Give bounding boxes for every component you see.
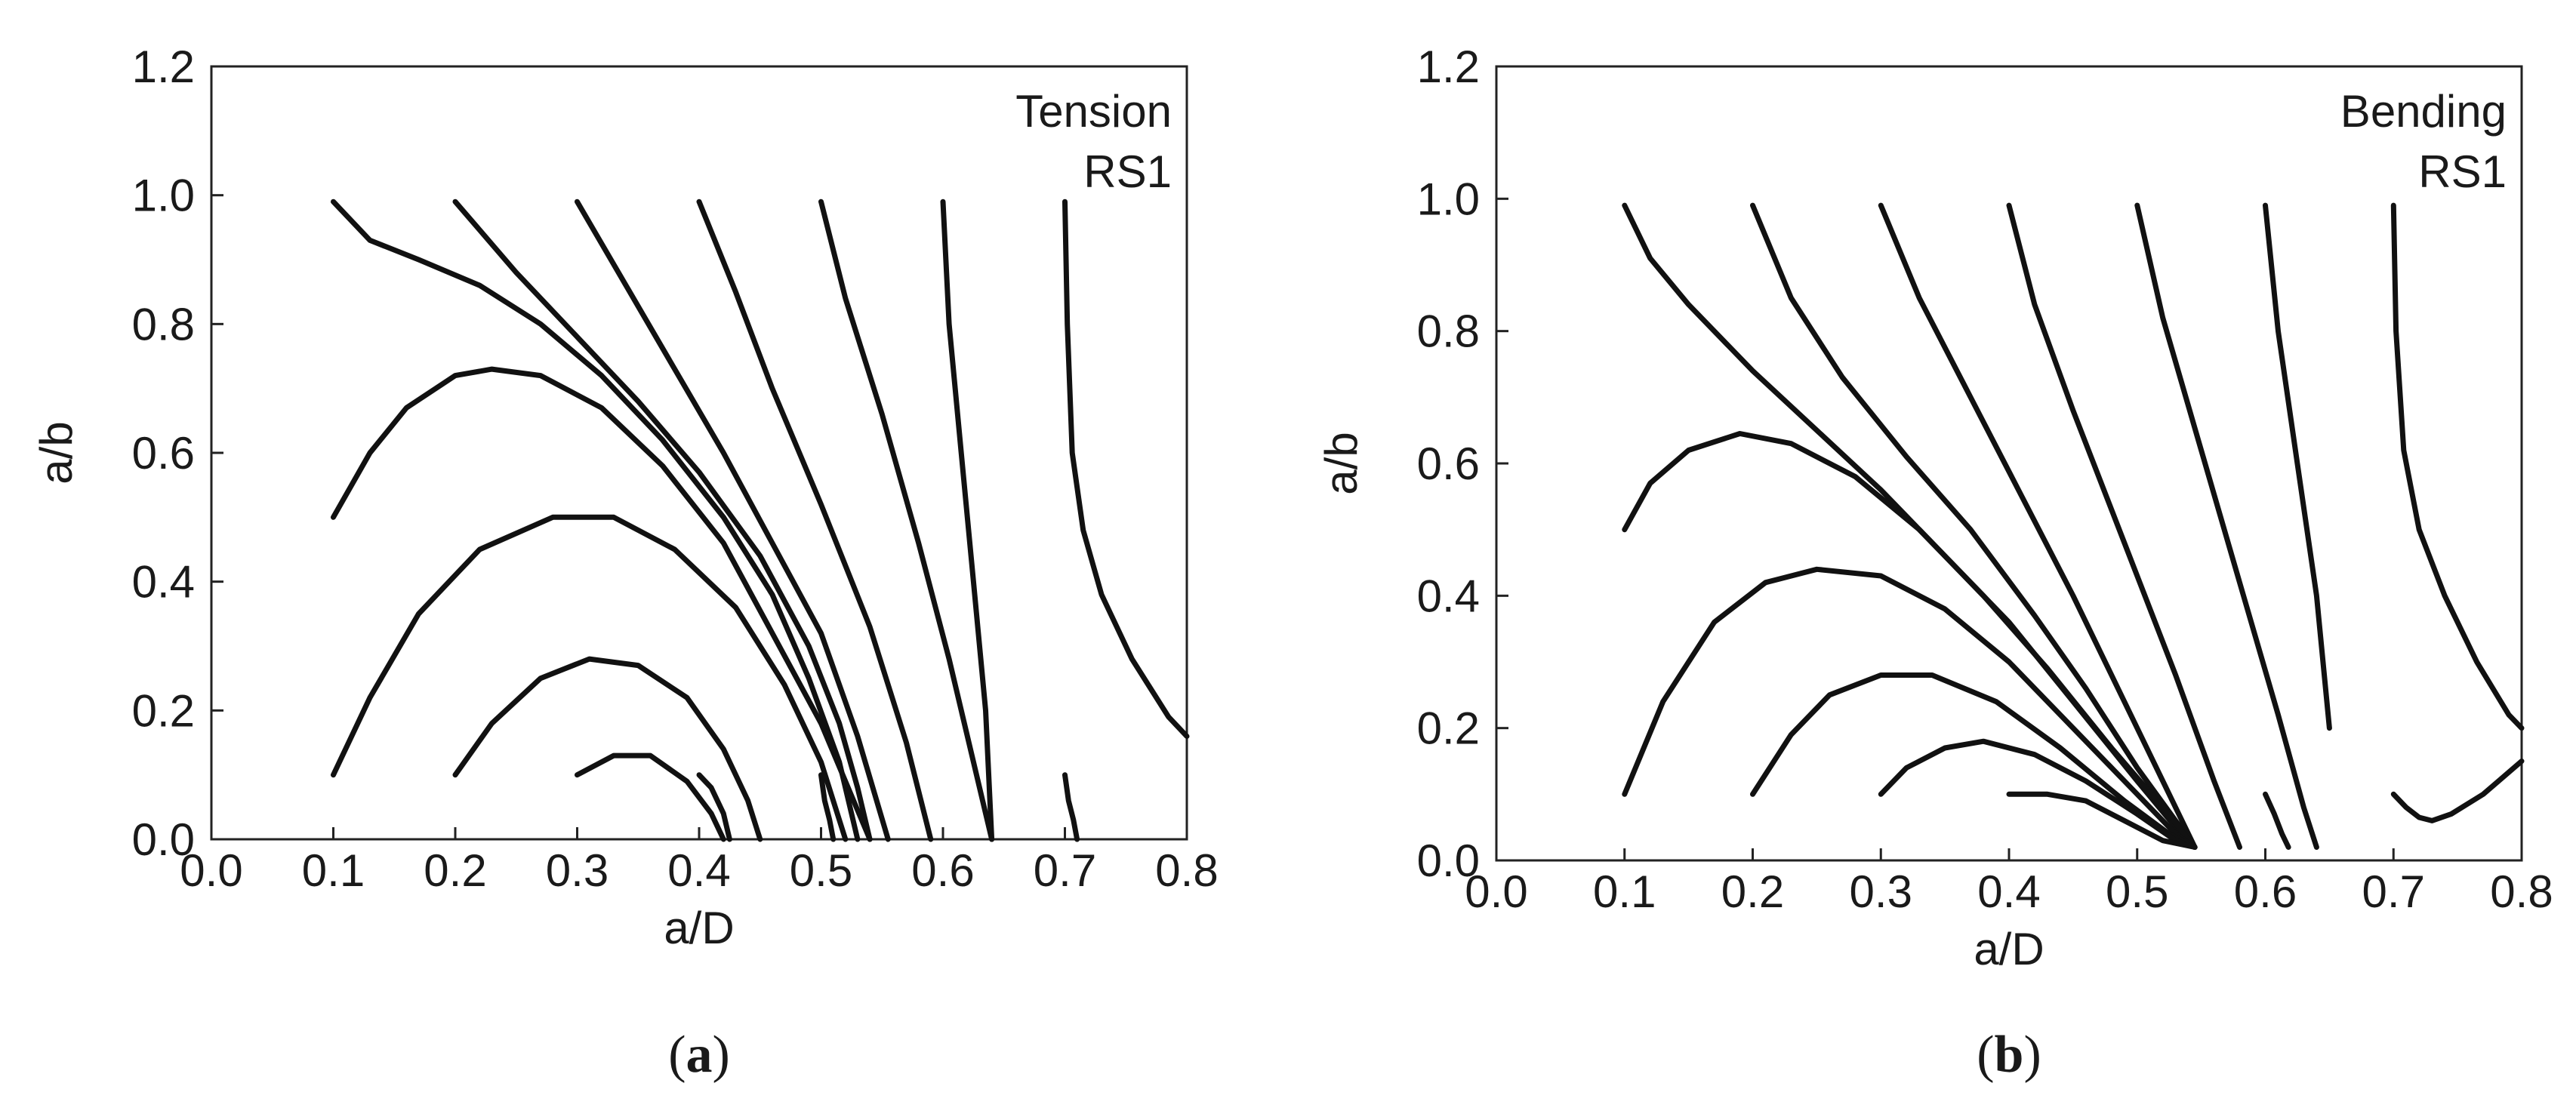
y-tick-label: 0.2 — [1417, 703, 1480, 754]
contour-curve-1 — [331, 198, 861, 842]
contour-curve-13 — [2263, 791, 2291, 850]
x-tick-label: 0.1 — [1593, 866, 1656, 917]
load-case-annotation: Tension — [1015, 86, 1172, 137]
x-tick-label: 0.7 — [2362, 866, 2425, 917]
y-tick-label: 0.0 — [132, 814, 195, 865]
y-tick-label: 0.4 — [1417, 571, 1480, 621]
x-tick-label: 0.2 — [1721, 866, 1784, 917]
contour-curve-3 — [575, 198, 891, 842]
panel-label: (b) — [1977, 1026, 2041, 1084]
contour-curve-12 — [696, 772, 732, 842]
y-axis-title: a/b — [1316, 432, 1367, 494]
contour-curve-13 — [818, 772, 837, 842]
contour-curve-2 — [1750, 202, 2198, 850]
contour-curve-8 — [331, 366, 873, 842]
x-axis-title: a/D — [1974, 924, 2044, 974]
panel-a-tension-chart: 0.0 0.1 0.2 0.3 0.4 0.5 0.6 0.7 0.8 0.0 0.2 0.4 0.6 0… — [31, 42, 1219, 1084]
load-case-annotation: RS1 — [2418, 146, 2507, 197]
load-case-annotation: Bending — [2340, 86, 2507, 137]
contour-curve-1 — [1622, 202, 2198, 850]
x-tick-label: 0.8 — [2490, 866, 2553, 917]
contour-curve-5 — [818, 198, 995, 842]
x-tick-label: 0.6 — [911, 845, 974, 896]
x-tick-label: 0.2 — [424, 845, 486, 896]
y-tick-label: 0.8 — [132, 299, 195, 349]
y-tick-label: 1.2 — [1417, 42, 1480, 92]
y-tick-label: 1.2 — [132, 42, 195, 92]
contour-curve-14 — [2390, 759, 2525, 823]
contour-curve-14 — [1062, 772, 1080, 842]
x-tick-label: 0.3 — [1850, 866, 1912, 917]
contour-curve-4 — [2006, 202, 2242, 850]
load-case-annotation: RS1 — [1083, 146, 1172, 197]
contour-curve-7 — [2390, 202, 2525, 731]
x-tick-label: 0.7 — [1034, 845, 1096, 896]
x-axis-title: a/D — [664, 903, 734, 953]
x-tick-label: 0.3 — [546, 845, 609, 896]
y-tick-label: 1.0 — [1417, 174, 1480, 224]
x-tick-label: 0.4 — [1977, 866, 2040, 917]
x-tick-label: 0.4 — [667, 845, 730, 896]
contour-curve-11 — [575, 752, 726, 842]
contour-curve-2 — [452, 198, 873, 842]
contour-curve-9 — [1622, 566, 2198, 850]
contour-curve-3 — [1878, 202, 2198, 850]
x-tick-label: 0.0 — [1465, 866, 1527, 917]
contour-curve-12 — [2006, 791, 2198, 850]
y-tick-label: 0.6 — [1417, 439, 1480, 489]
contour-curve-7 — [1062, 198, 1190, 739]
contour-curve-9 — [331, 514, 849, 842]
contour-curve-10 — [452, 656, 763, 842]
contour-curve-10 — [1750, 672, 2198, 850]
contour-curve-4 — [696, 198, 934, 842]
panel-b-bending-chart: 0.0 0.1 0.2 0.3 0.4 0.5 0.6 0.7 0.8 0.0 0.2 0.4 0.6 0… — [1316, 42, 2553, 1084]
y-tick-label: 0.0 — [1417, 836, 1480, 886]
contour-curve-8 — [1622, 431, 2198, 850]
x-tick-label: 0.5 — [2106, 866, 2168, 917]
y-axis-title: a/b — [31, 421, 82, 484]
contour-curve-6 — [2263, 202, 2332, 731]
panel-letter: a — [686, 1026, 713, 1084]
plot-frame — [1495, 65, 2523, 862]
x-tick-label: 0.8 — [1155, 845, 1218, 896]
panel-letter: b — [1995, 1026, 2024, 1084]
y-tick-label: 0.6 — [132, 428, 195, 479]
panel-label: (a) — [668, 1026, 730, 1084]
x-tick-label: 0.1 — [302, 845, 365, 896]
x-tick-label: 0.0 — [180, 845, 242, 896]
x-tick-label: 0.6 — [2234, 866, 2297, 917]
y-tick-label: 0.8 — [1417, 306, 1480, 357]
contour-curve-6 — [940, 198, 995, 842]
y-tick-label: 0.2 — [132, 685, 195, 736]
y-tick-label: 1.0 — [132, 171, 195, 221]
contour-curve-11 — [1878, 738, 2198, 850]
x-tick-label: 0.5 — [790, 845, 852, 896]
contour-curve-5 — [2134, 202, 2319, 850]
y-tick-label: 0.4 — [132, 557, 195, 608]
